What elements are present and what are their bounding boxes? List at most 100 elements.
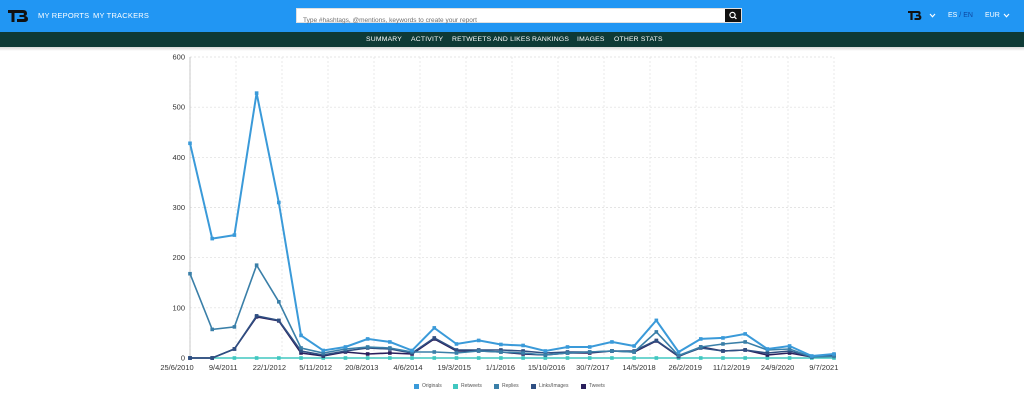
data-point-replies — [188, 271, 192, 276]
data-point-originals — [787, 344, 792, 348]
data-point-originals — [499, 342, 503, 347]
legend-item-retweets[interactable]: Retweets — [453, 383, 482, 389]
data-point-replies — [476, 349, 481, 353]
x-tick-label: 15/10/2016 — [528, 363, 566, 372]
data-point-tweets — [388, 351, 392, 355]
data-point-retweets — [277, 356, 281, 360]
data-point-retweets — [787, 356, 792, 360]
x-tick-label: 22/1/2012 — [253, 363, 286, 372]
data-point-originals — [565, 345, 570, 349]
data-point-replies — [787, 347, 792, 351]
lang-en[interactable]: EN — [963, 12, 973, 19]
data-point-retweets — [721, 356, 725, 360]
data-point-replies — [587, 350, 592, 354]
report-subnav: SUMMARY ACTIVITY RETWEETS AND LIKES RANK… — [0, 32, 1024, 47]
data-point-originals — [676, 350, 681, 354]
data-point-originals — [654, 318, 659, 323]
data-point-links-images — [210, 356, 215, 360]
currency-chevron-icon[interactable] — [1003, 12, 1010, 19]
data-point-links-images — [521, 349, 525, 353]
data-point-retweets — [698, 356, 703, 360]
data-point-replies — [565, 351, 570, 355]
data-point-replies — [299, 346, 303, 350]
data-point-links-images — [321, 353, 326, 357]
data-point-replies — [343, 347, 348, 351]
data-point-retweets — [232, 356, 237, 360]
tb-logo-icon[interactable] — [7, 8, 29, 24]
data-point-retweets — [365, 356, 370, 360]
data-point-retweets — [410, 356, 414, 360]
legend-item-replies[interactable]: Replies — [494, 383, 519, 389]
y-tick-label: 300 — [172, 203, 185, 212]
tb-brand-icon[interactable] — [908, 10, 922, 22]
data-point-originals — [432, 326, 437, 330]
data-point-originals — [210, 236, 215, 241]
language-switcher: ES / EN — [948, 12, 973, 19]
nav-my-trackers[interactable]: MY TRACKERS — [93, 11, 150, 20]
y-tick-label: 600 — [172, 53, 185, 62]
activity-line-chart: 0 100 200 300 400 500 600 25/6/2010 9/4/2011 22/1… — [160, 53, 838, 373]
data-point-links-images — [765, 351, 770, 355]
y-tick-label: 500 — [172, 103, 185, 112]
data-point-links-images — [543, 351, 548, 355]
data-point-links-images — [343, 349, 348, 353]
lang-es[interactable]: ES — [948, 12, 958, 19]
data-point-originals — [388, 340, 392, 344]
tab-retweets-and-likes[interactable]: RETWEETS AND LIKES — [452, 36, 531, 43]
chevron-down-icon[interactable] — [929, 12, 936, 19]
top-bar: MY REPORTS MY TRACKERS ES / EN EUR — [0, 0, 1024, 32]
data-point-replies — [654, 330, 659, 334]
data-point-links-images — [277, 318, 281, 323]
search-input[interactable] — [297, 14, 725, 27]
x-tick-label: 9/7/2021 — [809, 363, 838, 372]
data-point-links-images — [454, 348, 459, 352]
data-point-originals — [610, 340, 614, 344]
search-bar — [296, 8, 742, 27]
data-point-originals — [188, 141, 192, 146]
data-point-links-images — [299, 349, 303, 353]
data-point-originals — [365, 337, 370, 341]
x-tick-label: 30/7/2017 — [576, 363, 609, 372]
data-point-replies — [743, 340, 747, 344]
data-point-replies — [454, 351, 459, 355]
legend-label: Tweets — [589, 383, 605, 389]
series-line-links-images — [190, 315, 835, 359]
tab-images[interactable]: IMAGES — [577, 36, 605, 43]
x-tick-label: 9/4/2011 — [209, 363, 238, 372]
search-icon — [729, 11, 737, 20]
tab-other-stats[interactable]: OTHER STATS — [614, 36, 663, 43]
data-point-originals — [809, 354, 814, 358]
nav-my-reports[interactable]: MY REPORTS — [38, 11, 90, 20]
legend-item-originals[interactable]: Originals — [414, 383, 442, 389]
lang-separator: / — [959, 12, 962, 19]
legend-swatch — [581, 383, 586, 389]
tab-rankings[interactable]: RANKINGS — [532, 36, 570, 43]
data-point-retweets — [765, 356, 770, 360]
data-point-retweets — [654, 356, 659, 360]
data-point-links-images — [432, 336, 437, 340]
data-point-replies — [543, 353, 548, 357]
data-point-replies — [210, 327, 215, 332]
search-button[interactable] — [725, 9, 741, 22]
data-point-retweets — [743, 356, 747, 360]
data-point-replies — [499, 350, 503, 354]
data-point-originals — [232, 233, 237, 237]
tab-activity[interactable]: ACTIVITY — [411, 36, 444, 43]
legend-swatch — [453, 383, 458, 389]
data-point-retweets — [632, 356, 636, 360]
currency-selector[interactable]: EUR — [985, 12, 1000, 19]
data-point-originals — [454, 342, 459, 346]
x-tick-label: 20/8/2013 — [345, 363, 378, 372]
data-point-replies — [388, 346, 392, 350]
y-tick-label: 0 — [181, 354, 185, 363]
legend-item-links-images[interactable]: Links/Images — [531, 383, 568, 389]
legend-item-tweets[interactable]: Tweets — [581, 383, 605, 389]
tab-summary[interactable]: SUMMARY — [366, 36, 403, 43]
data-point-replies — [365, 345, 370, 349]
data-point-tweets — [765, 353, 770, 357]
data-point-originals — [765, 347, 770, 351]
data-point-originals — [521, 343, 525, 348]
y-tick-label: 100 — [172, 303, 185, 312]
y-tick-label: 200 — [172, 253, 185, 262]
data-point-originals — [299, 333, 303, 338]
